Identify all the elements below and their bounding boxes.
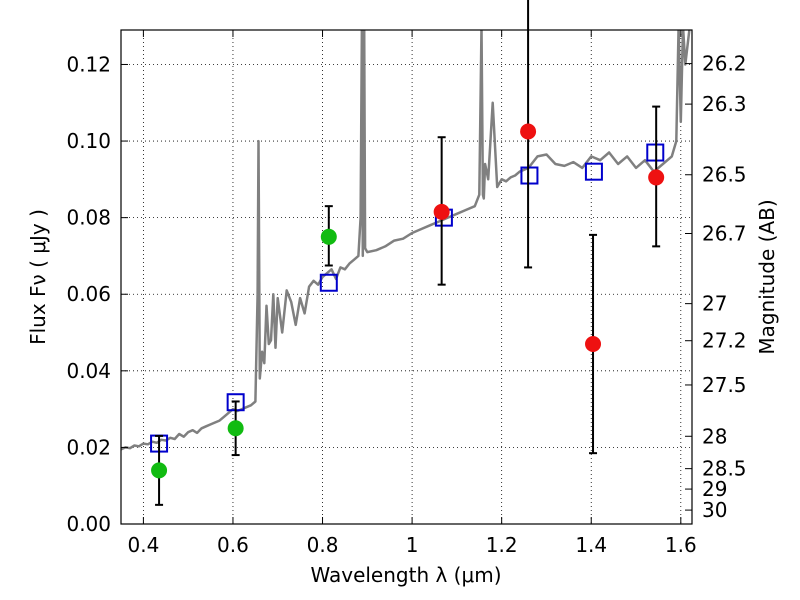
y-tick-label: 0.04: [66, 359, 111, 383]
model-spectrum-line: [121, 30, 691, 451]
red-data-point: [433, 203, 450, 220]
x-tick-label: 1: [406, 533, 419, 557]
magnitude-tick-label: 27: [702, 292, 727, 316]
grid-lines: [121, 30, 692, 525]
red-data-point: [520, 123, 537, 140]
green-data-point: [320, 228, 337, 245]
y-tick-label: 0.10: [66, 129, 111, 153]
y-tick-label: 0.08: [66, 206, 111, 230]
green-data-point: [151, 462, 168, 479]
model-photometry-square: [520, 166, 539, 185]
x-tick-label: 0.4: [127, 533, 159, 557]
marker-layer: [150, 0, 665, 506]
axis-ticks: 0.4 0.6 0.8 1 1.2 1.4 1.6 0.00 0.02 0.04 0.06 0.08 0…: [66, 30, 747, 557]
magnitude-tick-label: 28: [702, 424, 727, 448]
x-tick-label: 0.8: [307, 533, 339, 557]
y-tick-label: 0.02: [66, 435, 111, 459]
x-tick-label: 1.2: [486, 533, 518, 557]
green-data-point: [227, 420, 244, 437]
y-tick-label: 0.00: [66, 512, 111, 536]
red-data-point: [585, 336, 602, 353]
y-tick-label: 0.12: [66, 52, 111, 76]
plot-frame: [120, 29, 693, 525]
magnitude-tick-label: 29: [702, 477, 727, 501]
red-data-point: [648, 169, 665, 186]
magnitude-tick-label: 26.7: [702, 222, 747, 246]
x-tick-label: 1.6: [665, 533, 697, 557]
magnitude-axis-title: Magnitude (AB): [755, 199, 779, 354]
magnitude-tick-label: 27.2: [702, 329, 747, 353]
magnitude-tick-label: 28.5: [702, 457, 747, 481]
magnitude-tick-label: 27.5: [702, 373, 747, 397]
x-tick-label: 0.6: [217, 533, 249, 557]
y-axis-title: Flux Fν ( μJy ): [26, 209, 50, 345]
magnitude-tick-label: 26.2: [702, 52, 747, 76]
magnitude-tick-label: 26.5: [702, 163, 747, 187]
x-tick-label: 1.4: [575, 533, 607, 557]
model-photometry-square: [319, 273, 338, 292]
y-tick-label: 0.06: [66, 282, 111, 306]
magnitude-tick-label: 30: [702, 498, 727, 522]
magnitude-tick-label: 26.3: [702, 92, 747, 116]
plot-area: [121, 30, 691, 451]
model-photometry-square: [584, 162, 603, 181]
x-axis-title: Wavelength λ (μm): [310, 563, 501, 587]
